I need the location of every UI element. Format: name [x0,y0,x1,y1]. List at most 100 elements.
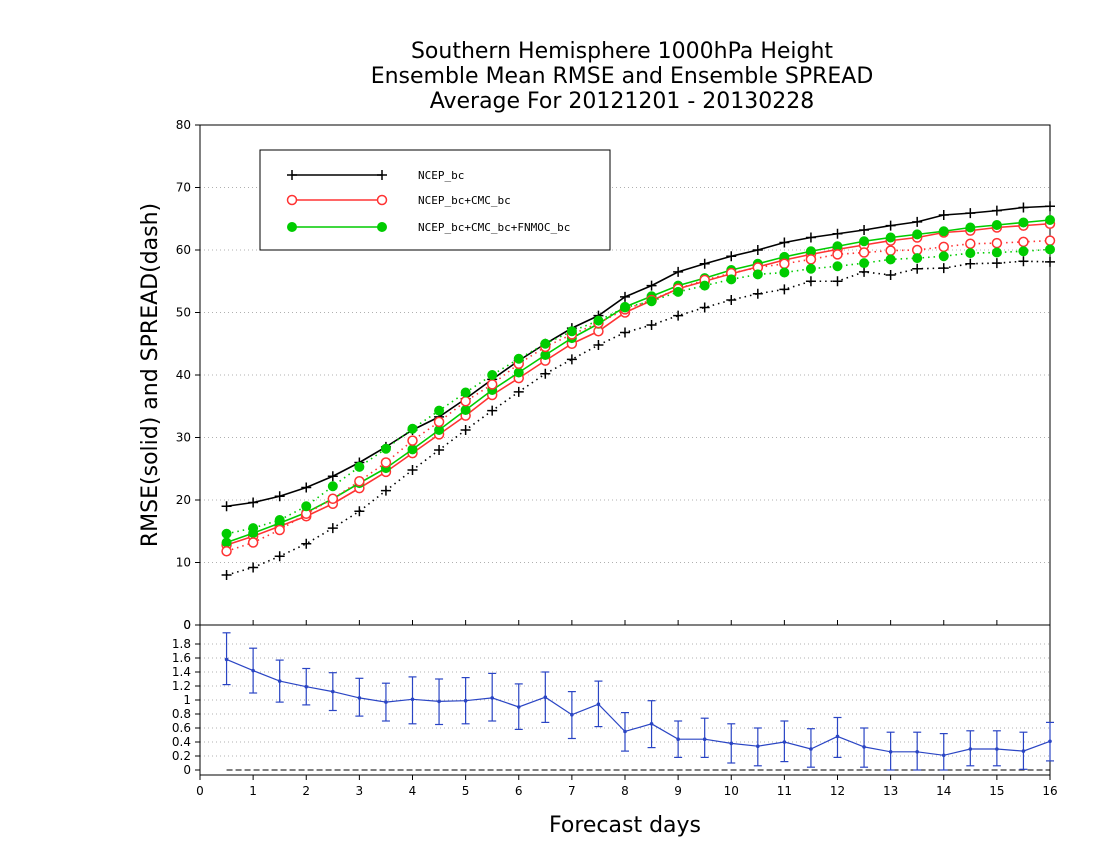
data-point [835,734,840,739]
x-tick-label: 7 [568,784,576,798]
data-point [301,538,312,549]
data-point [885,270,896,280]
data-point [938,210,949,220]
data-point [995,747,999,751]
data-point [699,258,710,269]
x-tick-label: 16 [1042,784,1057,798]
y-tick-label: 0.6 [172,721,191,735]
data-point [566,326,577,337]
legend-marker [376,194,388,206]
series-line [226,239,1051,553]
data-point [248,497,259,508]
y-tick-label: 70 [176,181,191,195]
data-point [380,485,391,496]
data-point [912,216,923,227]
data-point [673,310,684,321]
data-point [620,302,630,313]
data-point [726,274,737,285]
data-point [434,405,445,416]
legend-sample-2 [286,194,388,206]
data-point [304,684,309,689]
legend-marker [377,170,387,180]
data-point [832,228,843,239]
data-point [673,266,684,277]
data-point [888,750,893,754]
title-line-1: Southern Hemisphere 1000hPa Height [411,39,833,64]
data-point [1044,235,1056,246]
data-point [433,416,445,428]
data-point [885,245,896,256]
legend-label-1: NCEP_bc [418,169,464,182]
legend-sample-1 [287,170,387,180]
data-point [354,476,365,487]
series-rmse-2 [221,218,1056,551]
y-tick-label: 80 [176,118,191,132]
legend-label-2: NCEP_bc+CMC_bc [418,194,511,207]
error-bar [939,732,948,771]
data-point [1018,217,1029,228]
chart-title: Southern Hemisphere 1000hPa Height Ensem… [371,39,874,114]
data-point [859,258,870,269]
x-tick-label: 4 [409,784,417,798]
legend-marker [287,170,297,180]
x-tick-label: 14 [936,784,951,798]
y-tick-label: 0.2 [172,749,191,763]
data-point [274,551,285,562]
y-tick-label: 0.8 [172,707,191,721]
data-point [460,405,471,415]
title-line-2: Ensemble Mean RMSE and Ensemble SPREAD [371,64,874,89]
data-point [965,238,976,249]
data-point [699,280,710,291]
data-point [407,444,418,455]
data-point [596,702,601,706]
data-point [941,753,946,758]
data-point [487,405,498,416]
data-point [460,387,471,398]
data-point [912,253,923,264]
data-point [805,276,816,287]
y-tick-label: 1 [183,693,191,707]
data-point [380,457,392,468]
data-point [676,737,680,741]
x-axis: 0 1 2 3 4 5 6 7 8 9 10 11 12 13 14 15 16 [196,620,1058,798]
data-point [991,237,1003,249]
data-point [513,367,524,378]
data-point [221,570,232,580]
data-point [327,471,338,482]
data-point [832,249,843,260]
x-tick-label: 11 [777,784,792,798]
y-tick-label: 0 [183,618,191,632]
x-tick-label: 5 [462,784,470,798]
data-point [965,258,976,269]
data-point [513,386,524,397]
data-point [649,722,654,726]
data-point [991,220,1002,230]
data-point [277,679,282,683]
data-point [965,208,976,219]
data-point [699,302,710,313]
data-point [1018,236,1029,248]
data-point [938,251,949,262]
data-point [991,258,1002,269]
x-tick-label: 12 [830,784,845,798]
data-point [779,258,790,269]
data-point [726,295,737,305]
data-point [1018,246,1029,257]
data-point [274,491,285,502]
data-point [862,745,866,749]
data-point [885,220,896,231]
x-tick-label: 1 [249,784,257,798]
data-point [274,515,285,525]
data-point [247,537,259,548]
data-point [782,740,787,744]
data-point [331,689,335,694]
y-tick-label: 10 [176,556,191,570]
series-rmse-3 [221,215,1055,548]
data-point [968,747,973,751]
data-point [991,205,1002,216]
legend-label-3: NCEP_bc+CMC_bc+FNMOC_bc [418,221,570,234]
x-tick-label: 10 [724,784,739,798]
data-point [915,750,919,754]
data-point [593,340,604,350]
